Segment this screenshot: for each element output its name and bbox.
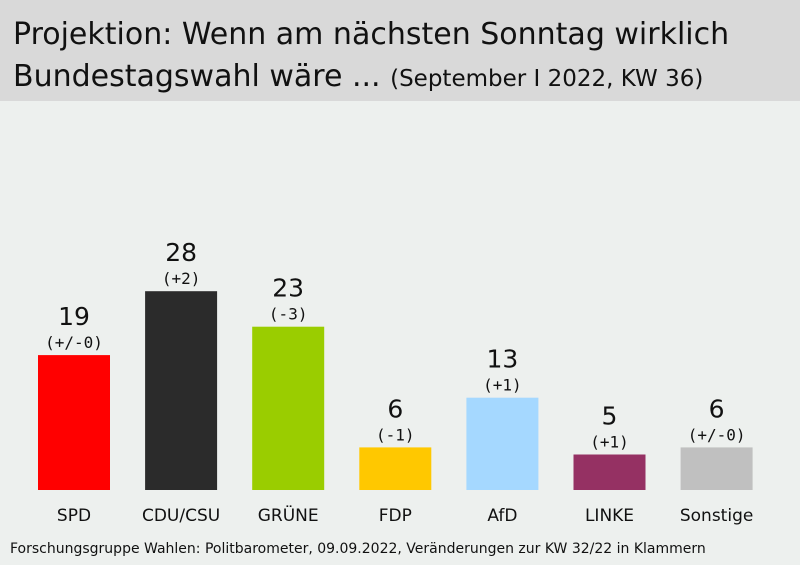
category-label-spd: SPD: [57, 506, 91, 526]
change-label-cdu-csu: (+2): [162, 269, 201, 288]
value-label-cdu-csu: 28: [165, 238, 197, 267]
bar-chart: (+/-0) 19 SPD (+2) 28 CDU/CSU (-3) 23 GRÜNE (-1) 6…: [38, 238, 753, 526]
category-label-cdu-csu: CDU/CSU: [142, 506, 220, 526]
title-subtitle: (September I 2022, KW 36): [390, 66, 704, 92]
category-label-sonstige: Sonstige: [680, 506, 753, 526]
bar-fdp: [359, 447, 432, 490]
change-label-fdp: (-1): [376, 425, 415, 444]
category-label-afd: AfD: [487, 506, 517, 526]
change-label-spd: (+/-0): [45, 333, 103, 352]
category-label-linke: LINKE: [585, 506, 634, 526]
source-note: Forschungsgruppe Wahlen: Politbarometer,…: [10, 541, 706, 557]
value-label-sonstige: 6: [709, 394, 725, 423]
value-label-fdp: 6: [387, 394, 403, 423]
category-label-fdp: FDP: [379, 506, 412, 526]
chart-title: Projektion: Wenn am nächsten Sonntag wir…: [13, 14, 793, 100]
bar-afd: [466, 397, 539, 490]
bar-gr-ne: [252, 326, 325, 490]
header-band: [0, 0, 800, 101]
value-label-spd: 19: [58, 302, 90, 331]
title-main: Projektion: Wenn am nächsten Sonntag wir…: [13, 17, 730, 94]
bar-sonstige: [680, 447, 753, 490]
value-label-linke: 5: [602, 402, 618, 431]
bar-linke: [573, 454, 646, 490]
bar-cdu-csu: [145, 291, 218, 490]
change-label-afd: (+1): [483, 376, 522, 395]
bar-spd: [38, 355, 110, 490]
value-label-gr-ne: 23: [272, 274, 304, 303]
value-label-afd: 13: [486, 345, 518, 374]
change-label-linke: (+1): [590, 433, 629, 452]
category-label-gr-ne: GRÜNE: [258, 504, 319, 526]
change-label-sonstige: (+/-0): [688, 425, 746, 444]
change-label-gr-ne: (-3): [269, 305, 308, 324]
